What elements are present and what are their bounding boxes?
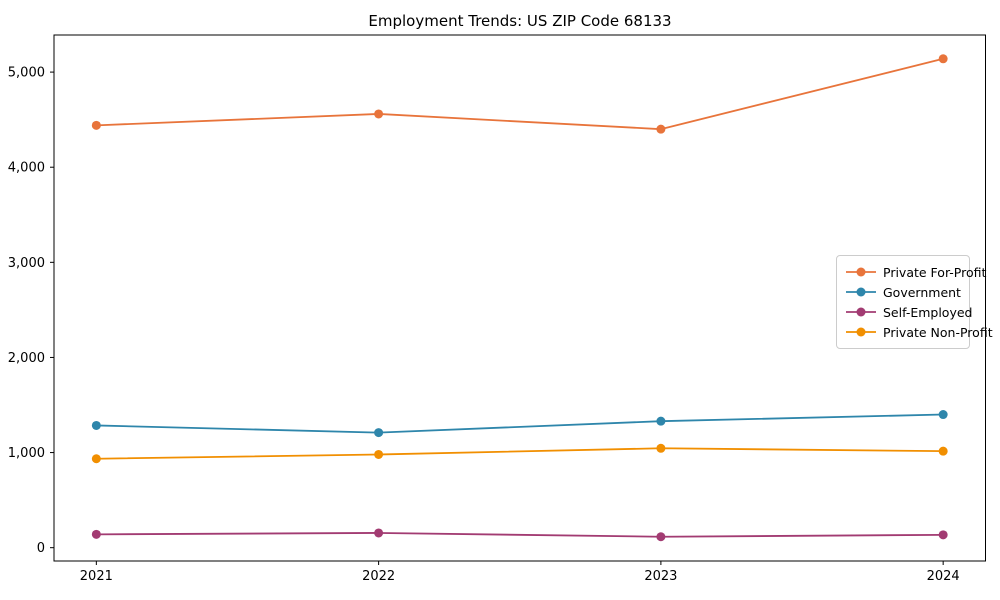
legend-label: Government [883, 284, 961, 300]
data-point [91, 420, 101, 430]
data-point [656, 124, 666, 134]
data-point [91, 529, 101, 539]
data-point [656, 416, 666, 426]
data-point [656, 532, 666, 542]
legend-entry: Self-Employed [846, 302, 972, 322]
data-point [938, 410, 948, 420]
x-tick-label: 2024 [927, 569, 960, 584]
legend-entry: Private For-Profit [846, 262, 986, 282]
data-point [938, 530, 948, 540]
legend-line-marker-icon [846, 307, 876, 317]
legend-entry: Government [846, 282, 961, 302]
y-tick-label: 2,000 [8, 351, 45, 366]
data-point [374, 449, 384, 459]
y-tick-label: 0 [37, 541, 45, 556]
legend-label: Self-Employed [883, 304, 973, 320]
y-tick-label: 4,000 [8, 161, 45, 176]
legend-label: Private Non-Profit [883, 324, 993, 340]
data-point [91, 120, 101, 130]
legend-label: Private For-Profit [883, 264, 987, 280]
y-tick-label: 3,000 [8, 256, 45, 271]
legend-line-marker-icon [846, 287, 876, 297]
chart-title: Employment Trends: US ZIP Code 68133 [368, 12, 672, 30]
data-point [938, 54, 948, 64]
data-point [374, 109, 384, 119]
legend-line-marker-icon [846, 267, 876, 277]
data-point [374, 428, 384, 438]
y-tick-label: 1,000 [8, 446, 45, 461]
y-tick-label: 5,000 [8, 66, 45, 81]
x-tick-label: 2022 [362, 569, 395, 584]
x-tick-label: 2021 [80, 569, 113, 584]
data-point [656, 443, 666, 453]
series-line-private-non-profit [96, 447, 944, 460]
series-line-private-for-profit [96, 57, 944, 131]
series-line-self-employed [96, 532, 944, 538]
series-line-government [96, 413, 944, 434]
plot-border [53, 34, 986, 562]
data-point [374, 528, 384, 538]
legend-entry: Private Non-Profit [846, 322, 993, 342]
legend: Private For-Profit Government Self-Employe… [836, 255, 993, 349]
x-tick-label: 2023 [644, 569, 677, 584]
data-point [91, 454, 101, 464]
legend-line-marker-icon [846, 327, 876, 337]
data-point [938, 446, 948, 456]
